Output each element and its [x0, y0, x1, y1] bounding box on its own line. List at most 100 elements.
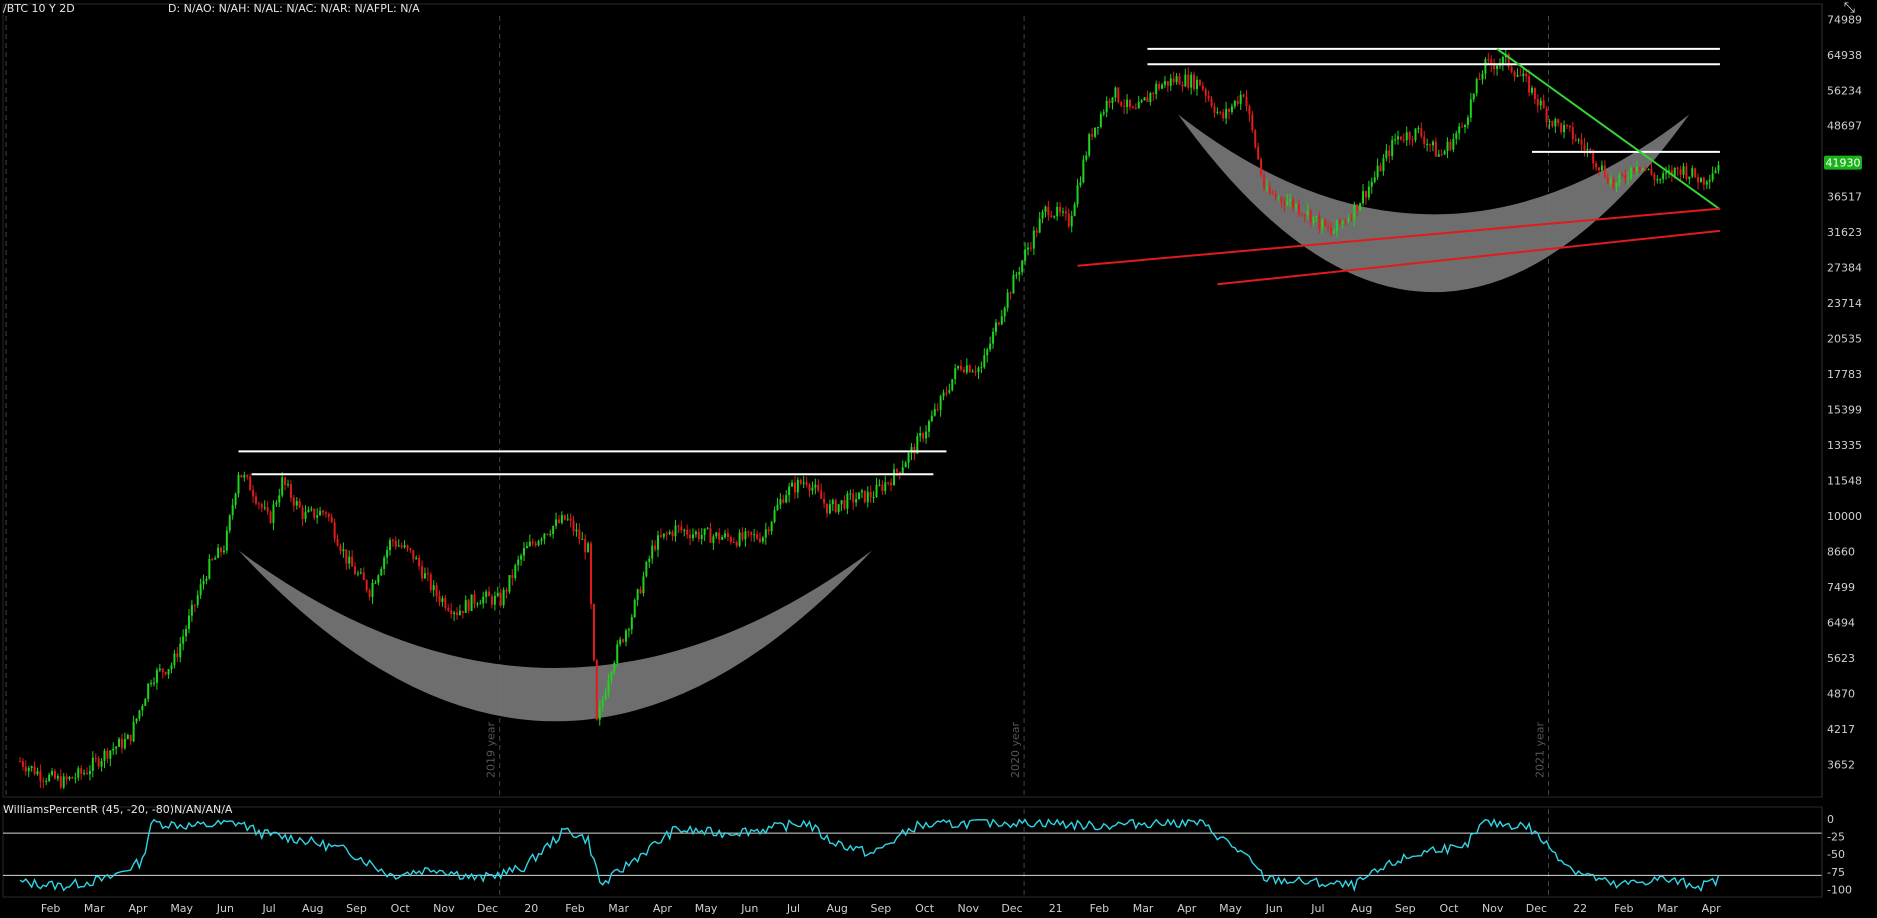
candle-body	[319, 510, 322, 516]
candle-body	[499, 593, 502, 606]
candle-body	[811, 487, 814, 491]
candle-body	[1714, 170, 1717, 174]
candle-body	[887, 482, 890, 484]
candle-body	[718, 532, 721, 540]
candle-body	[147, 683, 150, 700]
time-tick-label: 20	[524, 902, 538, 915]
candle-body	[490, 596, 493, 605]
candle-body	[1137, 102, 1140, 109]
candle-body	[292, 497, 295, 506]
candle-body	[33, 766, 36, 775]
price-tick-label: 23714	[1827, 297, 1862, 310]
candle-body	[1551, 121, 1554, 127]
candle-body	[1035, 230, 1038, 233]
candle-body	[523, 548, 526, 556]
candle-body	[750, 531, 753, 535]
candle-body	[1548, 121, 1551, 123]
candle-body	[74, 777, 77, 779]
candle-body	[467, 600, 470, 611]
candle-body	[1222, 112, 1225, 119]
candle-body	[1126, 99, 1129, 107]
candle-body	[724, 533, 727, 538]
candle-body	[683, 529, 686, 531]
candle-body	[770, 521, 773, 532]
candle-body	[1000, 316, 1003, 325]
candle-body	[126, 734, 129, 740]
candle-body	[706, 528, 709, 530]
candle-body	[1665, 172, 1668, 174]
candle-body	[1277, 197, 1280, 199]
candle-body	[479, 603, 482, 605]
candle-body	[1050, 215, 1053, 218]
candle-body	[735, 542, 738, 546]
candle-body	[828, 504, 831, 514]
candle-body	[639, 589, 642, 594]
candle-body	[304, 512, 307, 520]
candle-body	[1094, 127, 1097, 137]
horizontal-levels[interactable]	[238, 47, 1720, 476]
trend-line	[1496, 48, 1721, 211]
candle-body	[1385, 150, 1388, 159]
candle-body	[1592, 150, 1595, 164]
candle-body	[948, 390, 951, 393]
year-label: 2021 year	[1534, 721, 1547, 778]
candle-body	[1265, 186, 1268, 189]
candle-body	[1536, 99, 1539, 106]
candle-body	[1659, 179, 1662, 181]
candle-body	[362, 572, 365, 581]
candle-body	[348, 556, 351, 564]
symbol-label: /BTC 10 Y 2D	[3, 2, 75, 15]
trend-lines[interactable]	[1077, 48, 1721, 286]
time-tick-label: Mar	[608, 902, 629, 915]
candle-body	[610, 671, 613, 680]
candle-body	[1466, 117, 1469, 125]
candle-body	[893, 469, 895, 486]
close-icon[interactable]: ⤡	[1843, 0, 1855, 16]
candle-body	[578, 529, 581, 540]
candle-body	[910, 447, 913, 453]
candle-body	[1198, 79, 1201, 86]
candle-body	[1289, 199, 1292, 201]
candle-body	[936, 409, 939, 411]
price-tick-label: 3652	[1827, 758, 1855, 771]
price-axis[interactable]: 74989 64938 56234 48697 41930 36517 31623 27384…	[1821, 4, 1862, 797]
candle-body	[686, 529, 689, 535]
candle-body	[39, 771, 42, 781]
candle-body	[1021, 260, 1024, 272]
candle-body	[1134, 108, 1137, 110]
candle-body	[1204, 89, 1207, 96]
candle-body	[301, 507, 304, 520]
candle-body	[1219, 111, 1222, 113]
candle-body	[1306, 210, 1309, 216]
candle-body	[537, 541, 540, 546]
candle-body	[1347, 218, 1350, 222]
candle-body	[1402, 139, 1405, 141]
candle-body	[875, 484, 878, 498]
candle-body	[252, 490, 255, 497]
candle-body	[858, 492, 861, 500]
candle-body	[508, 575, 511, 592]
candle-body	[651, 545, 654, 559]
candle-body	[196, 595, 199, 605]
candle-body	[898, 471, 901, 474]
candle-body	[1577, 139, 1580, 141]
candle-body	[595, 660, 598, 720]
candle-body	[761, 537, 764, 542]
candle-body	[1469, 99, 1472, 118]
candle-body	[432, 585, 435, 591]
candle-body	[333, 522, 336, 540]
time-axis[interactable]: Feb Mar Apr May Jun Jul Aug Sep Oct Nov Dec 20 Feb Ma…	[41, 902, 1721, 915]
candle-body	[627, 629, 630, 631]
candle-body	[365, 580, 368, 591]
candle-body	[356, 573, 359, 575]
candle-body	[1644, 167, 1647, 170]
candle-body	[179, 643, 182, 658]
candle-body	[837, 504, 840, 513]
price-tick-label: 6494	[1827, 617, 1855, 630]
wpr-line	[19, 817, 1720, 893]
price-tick-label: 11548	[1827, 475, 1862, 488]
candle-body	[1510, 67, 1513, 72]
candle-body	[552, 526, 555, 534]
time-tick-label: Aug	[1351, 902, 1372, 915]
wpr-tick-label: -100	[1827, 883, 1852, 896]
